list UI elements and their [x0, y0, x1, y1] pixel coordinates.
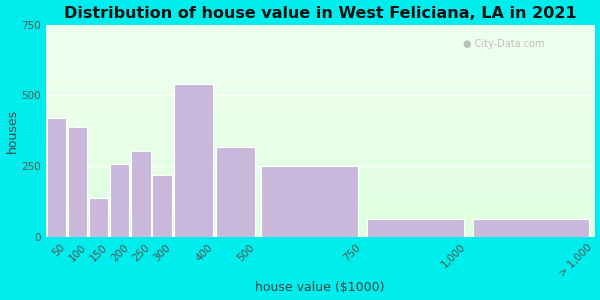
Title: Distribution of house value in West Feliciana, LA in 2021: Distribution of house value in West Feli… — [64, 6, 577, 21]
Y-axis label: houses: houses — [5, 109, 19, 153]
Bar — [89, 198, 109, 237]
Bar — [473, 219, 589, 237]
Bar — [47, 118, 66, 237]
Bar — [217, 147, 255, 237]
Bar — [261, 167, 358, 237]
Bar — [110, 164, 130, 237]
Bar — [152, 175, 172, 237]
Bar — [174, 84, 213, 237]
Bar — [131, 151, 151, 237]
X-axis label: house value ($1000): house value ($1000) — [256, 281, 385, 294]
Bar — [367, 219, 464, 237]
Bar — [68, 127, 87, 237]
Text: ● City-Data.com: ● City-Data.com — [463, 39, 544, 50]
